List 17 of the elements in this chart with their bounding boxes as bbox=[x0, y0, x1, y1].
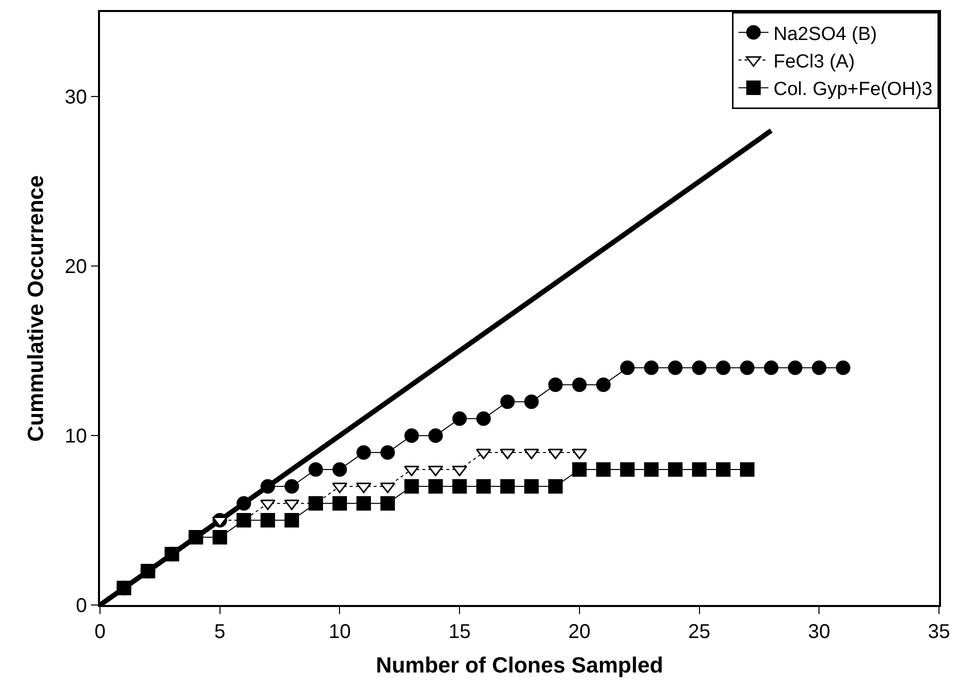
x-tick-label: 0 bbox=[94, 621, 106, 643]
x-tick-label: 30 bbox=[808, 621, 830, 643]
legend-label: Col. Gyp+Fe(OH)3 bbox=[774, 79, 932, 100]
y-tick-label: 10 bbox=[64, 426, 87, 448]
x-tick-label: 10 bbox=[328, 621, 351, 643]
x-axis-title: Number of Clones Sampled bbox=[376, 652, 664, 678]
x-tick-label: 15 bbox=[448, 621, 471, 643]
x-tick-label: 35 bbox=[928, 621, 950, 643]
x-tick-label: 20 bbox=[568, 621, 591, 643]
legend-label: FeCl3 (A) bbox=[774, 51, 855, 72]
x-tick-label: 5 bbox=[214, 621, 226, 643]
y-axis-title: Cummulative Occurrence bbox=[23, 175, 48, 442]
x-tick-label: 25 bbox=[688, 621, 710, 643]
y-tick-label: 20 bbox=[64, 256, 87, 278]
y-tick-label: 0 bbox=[76, 595, 87, 617]
legend-label: Na2SO4 (B) bbox=[774, 24, 877, 45]
y-tick-label: 30 bbox=[64, 86, 87, 109]
